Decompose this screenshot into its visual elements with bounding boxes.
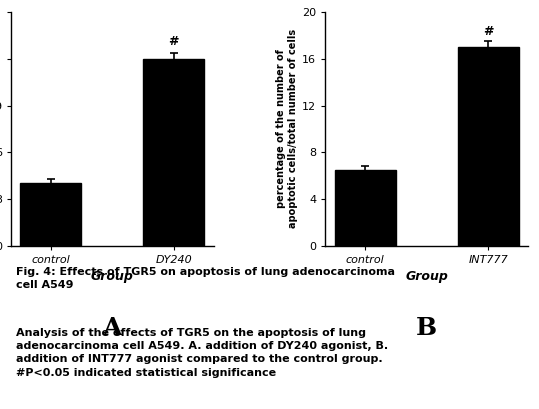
Bar: [143, 59, 204, 245]
Text: B: B: [416, 315, 437, 339]
Y-axis label: percentage of the number of
apoptotic cells/total number of cells: percentage of the number of apoptotic ce…: [277, 29, 298, 229]
Text: Analysis of the effects of TGR5 on the apoptosis of lung
adenocarcinoma cell A54: Analysis of the effects of TGR5 on the a…: [16, 328, 388, 378]
Text: #: #: [169, 35, 179, 48]
Text: Fig. 4: Effects of TGR5 on apoptosis of lung adenocarcinoma
cell A549: Fig. 4: Effects of TGR5 on apoptosis of …: [16, 267, 395, 290]
X-axis label: Group: Group: [405, 270, 448, 283]
X-axis label: Group: Group: [91, 270, 134, 283]
Bar: [458, 47, 519, 245]
Text: #: #: [483, 25, 494, 38]
Text: A: A: [102, 315, 122, 339]
Bar: [335, 170, 396, 245]
Bar: [20, 183, 81, 245]
